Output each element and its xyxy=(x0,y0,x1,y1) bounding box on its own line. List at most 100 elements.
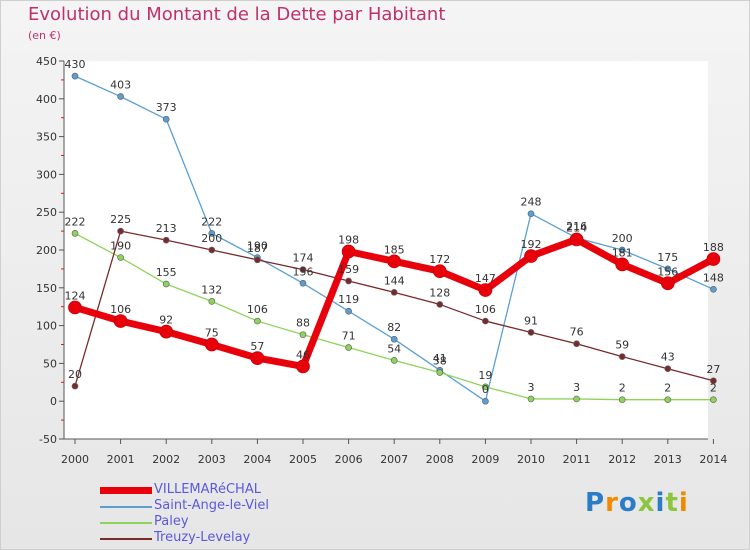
data-label: 91 xyxy=(524,314,538,327)
y-tick-label: -50 xyxy=(39,433,57,446)
y-tick-label: 450 xyxy=(36,55,57,68)
data-label: 156 xyxy=(293,265,314,278)
data-label: 2 xyxy=(710,382,717,395)
data-point xyxy=(299,279,307,287)
proxiti-logo: Proxiti xyxy=(585,488,689,518)
data-point xyxy=(159,324,174,339)
data-point xyxy=(482,397,489,405)
data-label: 156 xyxy=(657,265,678,278)
logo-letter: i xyxy=(655,488,666,518)
data-point xyxy=(710,377,717,385)
data-label: 430 xyxy=(65,58,86,71)
logo-letter: t xyxy=(665,488,679,518)
data-label: 27 xyxy=(706,363,720,376)
data-label: 147 xyxy=(475,272,496,285)
data-label: 124 xyxy=(65,289,86,302)
data-point xyxy=(71,382,79,390)
logo-letter: i xyxy=(678,488,689,518)
data-point xyxy=(250,351,265,365)
x-tick-label: 2011 xyxy=(563,453,591,466)
y-tick-label: 0 xyxy=(50,395,57,408)
legend-label: Paley xyxy=(154,514,189,529)
data-label: 144 xyxy=(384,274,405,287)
data-label: 373 xyxy=(156,101,177,114)
legend-label: VILLEMARéCHAL xyxy=(154,482,261,497)
data-point xyxy=(527,395,535,403)
data-label: 20 xyxy=(68,368,82,381)
y-tick-label: 350 xyxy=(36,131,57,144)
data-label: 174 xyxy=(293,252,314,265)
data-label: 75 xyxy=(205,327,219,340)
data-point xyxy=(618,246,626,254)
legend-swatch xyxy=(100,506,152,508)
data-label: 38 xyxy=(433,354,447,367)
x-tick-label: 2002 xyxy=(152,453,180,466)
legend-swatch xyxy=(100,538,152,540)
data-label: 155 xyxy=(156,266,177,279)
data-point xyxy=(68,300,82,315)
data-label: 106 xyxy=(110,303,131,316)
data-point xyxy=(478,283,493,297)
data-point xyxy=(71,72,79,80)
data-point xyxy=(436,369,444,376)
data-point xyxy=(615,257,630,272)
logo-letter: o xyxy=(618,488,638,518)
x-tick-label: 2012 xyxy=(608,453,636,466)
data-point xyxy=(664,265,672,273)
data-label: 59 xyxy=(615,339,629,352)
data-label: 198 xyxy=(338,234,359,247)
data-point xyxy=(208,230,216,237)
data-label: 76 xyxy=(570,326,584,339)
x-tick-label: 2000 xyxy=(61,453,89,466)
data-point xyxy=(710,396,717,404)
data-point xyxy=(706,252,721,266)
data-point xyxy=(573,340,580,348)
y-tick-label: 250 xyxy=(36,206,57,219)
data-point xyxy=(660,276,675,291)
chart-title: Evolution du Montant de la Dette par Hab… xyxy=(28,4,446,25)
data-label: 175 xyxy=(657,251,678,264)
x-tick-label: 2010 xyxy=(517,453,545,466)
data-label: 222 xyxy=(65,215,86,228)
data-label: 190 xyxy=(110,240,131,253)
data-point xyxy=(204,337,219,352)
data-point xyxy=(618,396,626,404)
data-point xyxy=(390,335,398,343)
data-label: 71 xyxy=(342,330,356,343)
data-point xyxy=(436,301,444,308)
legend-label: Saint-Ange-le-Viel xyxy=(154,498,270,513)
data-point xyxy=(664,365,672,373)
data-label: 200 xyxy=(201,232,222,245)
legend-swatch xyxy=(100,522,152,524)
data-label: 192 xyxy=(521,238,542,251)
data-label: 2 xyxy=(664,382,671,395)
chart-subtitle: (en €) xyxy=(28,29,61,42)
y-tick-label: 150 xyxy=(36,282,57,295)
logo-letter: P xyxy=(585,488,606,518)
data-label: 200 xyxy=(612,232,633,245)
data-point xyxy=(254,317,261,325)
data-label: 54 xyxy=(387,342,401,355)
data-point xyxy=(113,314,128,328)
x-tick-label: 2003 xyxy=(198,453,226,466)
y-tick-label: 200 xyxy=(36,244,57,257)
data-label: 106 xyxy=(475,303,496,316)
data-point xyxy=(527,210,535,218)
data-point xyxy=(117,254,124,261)
y-tick-label: 300 xyxy=(36,168,57,181)
data-label: 214 xyxy=(566,221,587,234)
data-label: 46 xyxy=(296,348,310,361)
data-label: 119 xyxy=(338,293,359,306)
y-tick-label: 100 xyxy=(36,320,57,333)
data-point xyxy=(296,359,310,374)
x-tick-label: 2006 xyxy=(335,453,363,466)
data-label: 2 xyxy=(619,382,626,395)
data-label: 172 xyxy=(429,253,450,266)
y-tick-label: 50 xyxy=(43,357,57,370)
x-tick-label: 2009 xyxy=(471,453,499,466)
data-point xyxy=(254,256,261,264)
data-label: 187 xyxy=(247,242,268,255)
x-tick-label: 2008 xyxy=(426,453,454,466)
data-point xyxy=(117,93,124,100)
data-point xyxy=(527,329,535,336)
